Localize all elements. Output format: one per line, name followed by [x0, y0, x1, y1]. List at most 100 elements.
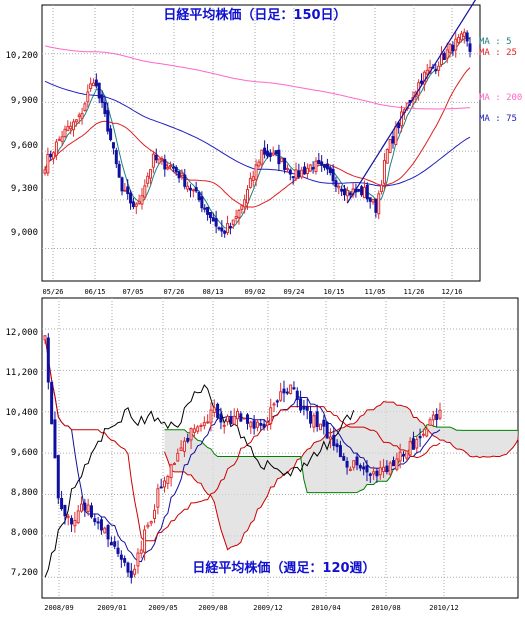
weekly-candle	[169, 464, 173, 479]
weekly-candle	[60, 498, 64, 510]
daily-candle	[66, 126, 70, 132]
weekly-candle	[411, 438, 415, 450]
weekly-x-tick: 2008/09	[44, 604, 74, 612]
daily-candle	[391, 136, 395, 144]
weekly-candle	[358, 465, 362, 469]
daily-candle	[382, 160, 386, 184]
daily-candle	[425, 69, 429, 75]
daily-candle	[442, 52, 446, 61]
weekly-candle	[249, 421, 253, 428]
daily-y-tick: 10,200	[5, 51, 38, 61]
weekly-candle	[236, 410, 240, 420]
daily-candle	[345, 189, 349, 197]
daily-x-tick: 07/05	[122, 288, 143, 296]
weekly-candle	[53, 419, 57, 459]
weekly-y-tick: 10,400	[5, 408, 38, 418]
ichimoku-cloud	[164, 400, 519, 551]
daily-candle	[77, 114, 81, 118]
weekly-y-axis: 12,000 11,200 10,400 9,600 8,800 8,000 7…	[5, 328, 38, 578]
daily-candle	[100, 94, 104, 103]
daily-candle	[223, 230, 227, 234]
weekly-candle	[50, 381, 54, 425]
weekly-candle	[375, 470, 379, 477]
daily-candle	[457, 36, 461, 43]
weekly-candles	[43, 333, 442, 584]
daily-candle	[451, 44, 455, 52]
daily-candle	[325, 163, 329, 170]
leading-span-1	[164, 400, 519, 551]
daily-x-tick: 08/13	[202, 288, 223, 296]
daily-candle	[169, 165, 173, 168]
weekly-candle	[199, 424, 203, 427]
weekly-candle	[149, 520, 153, 524]
weekly-candle	[269, 407, 273, 424]
weekly-candle	[255, 421, 259, 428]
daily-candle	[80, 112, 84, 119]
weekly-chart: 12,000 11,200 10,400 9,600 8,800 8,000 7…	[5, 297, 519, 612]
daily-y-axis: 10,200 9,900 9,600 9,300 9,000	[5, 51, 38, 238]
daily-y-tick: 9,600	[11, 141, 38, 151]
daily-candle	[234, 216, 238, 220]
daily-candle	[265, 150, 269, 157]
weekly-candle	[385, 465, 389, 472]
daily-candle	[303, 166, 307, 175]
daily-x-tick: 10/15	[323, 288, 344, 296]
daily-candle	[126, 186, 130, 195]
daily-candle	[97, 82, 101, 99]
daily-candle	[340, 188, 344, 192]
weekly-candle	[312, 415, 316, 428]
trendline	[346, 0, 477, 204]
daily-candle	[348, 192, 352, 196]
daily-candle	[157, 158, 161, 164]
daily-chart-title: 日経平均株価（日足：150日）	[163, 7, 346, 23]
daily-candle	[248, 178, 252, 188]
daily-candle	[194, 187, 198, 192]
daily-candle	[385, 149, 389, 164]
daily-candle	[263, 147, 267, 155]
weekly-candle	[265, 422, 269, 426]
weekly-candle	[275, 400, 279, 403]
weekly-candle	[159, 486, 163, 489]
weekly-candle	[342, 455, 346, 461]
weekly-x-tick: 2009/01	[97, 604, 127, 612]
weekly-candle	[96, 521, 100, 524]
daily-chart: 10,200 9,900 9,600 9,300 9,000 05/26 06/…	[5, 0, 522, 296]
daily-candle	[137, 201, 141, 205]
weekly-candle	[186, 437, 190, 442]
daily-candle	[300, 169, 304, 178]
daily-candle	[365, 184, 369, 200]
daily-candle	[131, 201, 135, 208]
daily-candle	[146, 175, 150, 184]
weekly-y-tick: 11,200	[5, 368, 38, 378]
weekly-candle	[418, 435, 422, 439]
weekly-candle	[232, 415, 236, 425]
daily-candle	[74, 119, 78, 123]
ma-5-label: MA : 5	[479, 37, 512, 47]
weekly-plot-area	[41, 297, 519, 599]
daily-candle	[49, 153, 53, 158]
daily-candle	[180, 172, 184, 177]
daily-candle	[377, 193, 381, 215]
conversion-line	[44, 335, 441, 563]
daily-candle	[163, 159, 167, 170]
weekly-candle	[103, 527, 107, 534]
weekly-candle	[355, 456, 359, 466]
daily-candle	[154, 154, 158, 161]
daily-candle	[314, 160, 318, 173]
weekly-candle	[368, 473, 372, 476]
weekly-chart-title: 日経平均株価（週足：120週）	[192, 560, 375, 576]
weekly-y-tick: 8,800	[11, 488, 38, 498]
daily-candle	[191, 189, 195, 192]
daily-ma-line	[44, 67, 471, 208]
daily-candle	[86, 91, 90, 103]
weekly-candle	[206, 421, 210, 424]
daily-candle	[43, 169, 47, 174]
weekly-candle	[162, 480, 166, 488]
daily-candle	[208, 212, 212, 219]
daily-x-tick: 09/24	[283, 288, 304, 296]
daily-candle	[397, 122, 401, 129]
weekly-candle	[245, 414, 249, 424]
weekly-candle	[56, 455, 60, 499]
daily-candle	[174, 167, 178, 173]
daily-candle	[134, 203, 138, 207]
